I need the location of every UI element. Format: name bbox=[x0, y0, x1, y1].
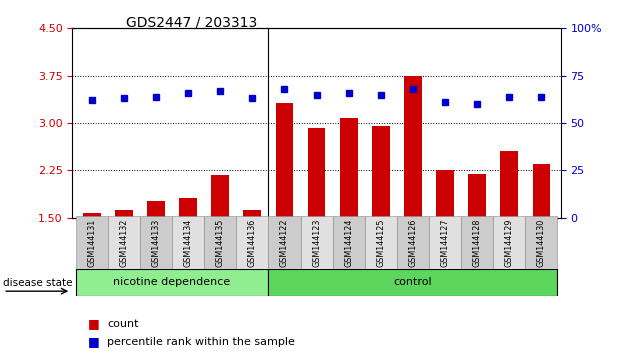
Bar bbox=[180, 198, 197, 218]
Text: GSM144131: GSM144131 bbox=[87, 219, 96, 267]
Bar bbox=[76, 269, 268, 296]
Bar bbox=[525, 216, 558, 271]
Text: GSM144123: GSM144123 bbox=[312, 219, 321, 267]
Bar bbox=[268, 216, 301, 271]
Bar bbox=[140, 216, 172, 271]
Bar bbox=[365, 216, 397, 271]
Text: GSM144128: GSM144128 bbox=[472, 219, 482, 267]
Text: GSM144125: GSM144125 bbox=[376, 219, 386, 267]
Text: disease state: disease state bbox=[3, 278, 72, 288]
Bar bbox=[204, 216, 236, 271]
Bar bbox=[436, 170, 454, 218]
Bar bbox=[333, 216, 365, 271]
Bar bbox=[493, 216, 525, 271]
Text: GSM144127: GSM144127 bbox=[440, 219, 450, 267]
Bar bbox=[404, 76, 421, 218]
Bar bbox=[236, 216, 268, 271]
Text: GSM144129: GSM144129 bbox=[505, 219, 514, 267]
Text: GSM144135: GSM144135 bbox=[215, 219, 225, 267]
Text: GSM144132: GSM144132 bbox=[119, 219, 129, 267]
Bar bbox=[461, 216, 493, 271]
Bar bbox=[397, 216, 429, 271]
Text: GSM144133: GSM144133 bbox=[151, 219, 161, 267]
Bar bbox=[429, 216, 461, 271]
Bar bbox=[212, 176, 229, 218]
Text: nicotine dependence: nicotine dependence bbox=[113, 277, 231, 287]
Text: GSM144130: GSM144130 bbox=[537, 219, 546, 267]
Text: percentile rank within the sample: percentile rank within the sample bbox=[107, 337, 295, 347]
Text: GDS2447 / 203313: GDS2447 / 203313 bbox=[126, 16, 257, 30]
Bar bbox=[500, 152, 518, 218]
Bar bbox=[244, 210, 261, 218]
Text: GSM144126: GSM144126 bbox=[408, 219, 418, 267]
Text: count: count bbox=[107, 319, 139, 329]
Bar bbox=[275, 103, 294, 218]
Bar bbox=[532, 164, 550, 218]
Text: ■: ■ bbox=[88, 335, 100, 348]
Text: GSM144122: GSM144122 bbox=[280, 219, 289, 267]
Text: ■: ■ bbox=[88, 318, 100, 330]
Bar bbox=[301, 216, 333, 271]
Bar bbox=[468, 174, 486, 218]
Bar bbox=[83, 213, 101, 218]
Text: GSM144134: GSM144134 bbox=[183, 219, 193, 267]
Bar bbox=[172, 216, 204, 271]
Text: GSM144124: GSM144124 bbox=[344, 219, 353, 267]
Bar bbox=[268, 269, 558, 296]
Bar bbox=[372, 126, 389, 218]
Bar bbox=[307, 128, 326, 218]
Bar bbox=[340, 118, 358, 218]
Text: GSM144136: GSM144136 bbox=[248, 219, 257, 267]
Bar bbox=[108, 216, 140, 271]
Text: control: control bbox=[394, 277, 432, 287]
Bar bbox=[76, 216, 108, 271]
Bar bbox=[147, 201, 165, 218]
Bar bbox=[115, 210, 133, 218]
